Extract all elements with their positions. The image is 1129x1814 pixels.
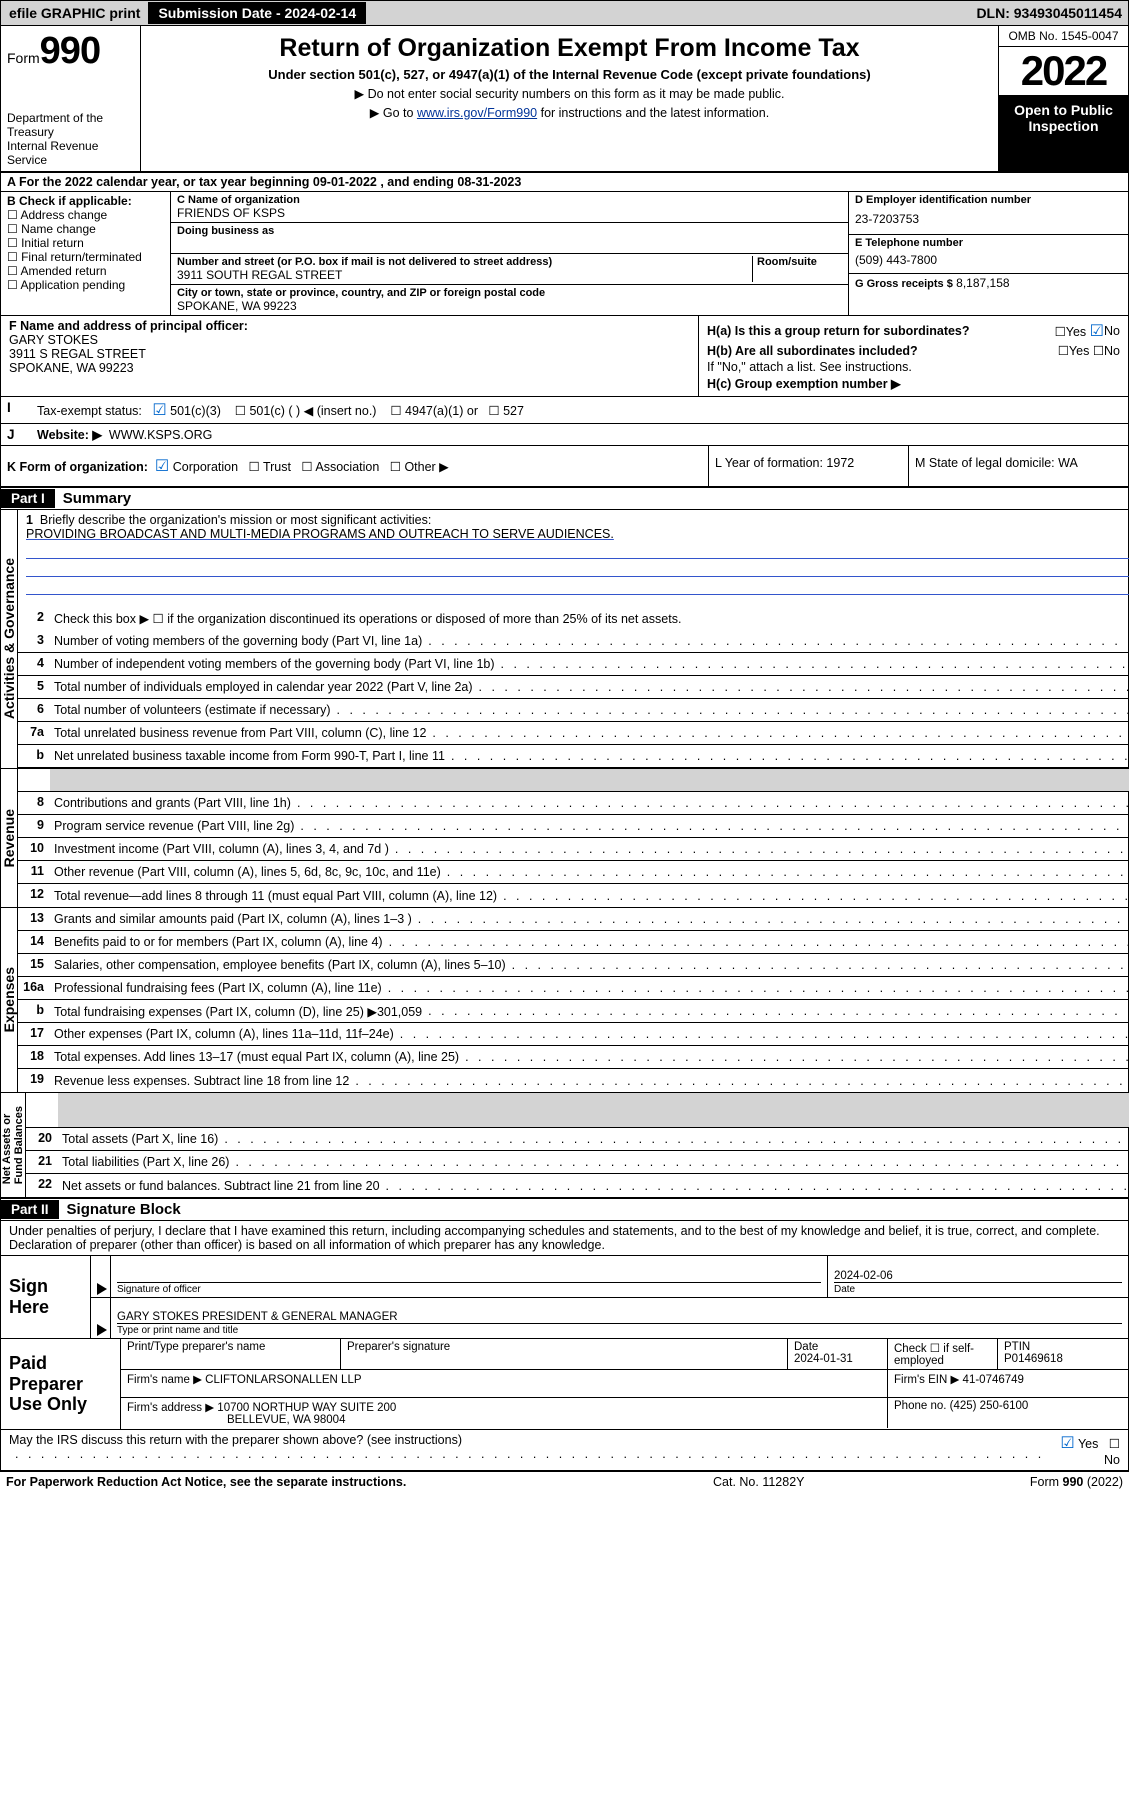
org-street: 3911 SOUTH REGAL STREET bbox=[177, 268, 752, 282]
mission-block: 1 Briefly describe the organization's mi… bbox=[18, 510, 1129, 607]
paid-preparer-block: Paid Preparer Use Only Print/Type prepar… bbox=[0, 1339, 1129, 1430]
sig-officer-label: Signature of officer bbox=[117, 1282, 821, 1295]
ptin: P01469618 bbox=[1004, 1353, 1063, 1365]
chk-initial-return[interactable]: Initial return bbox=[7, 236, 164, 250]
page-footer: For Paperwork Reduction Act Notice, see … bbox=[0, 1470, 1129, 1492]
vtab-revenue: Revenue bbox=[1, 809, 17, 867]
irs-discuss-row: May the IRS discuss this return with the… bbox=[0, 1430, 1129, 1470]
dept-treasury: Department of the Treasury Internal Reve… bbox=[7, 111, 134, 167]
chk-app-pending[interactable]: Application pending bbox=[7, 278, 164, 292]
mission-text: PROVIDING BROADCAST AND MULTI-MEDIA PROG… bbox=[26, 527, 614, 541]
part2-header: Part II Signature Block bbox=[0, 1199, 1129, 1221]
preparer-date: 2024-01-31 bbox=[794, 1353, 853, 1365]
q2-text: Check this box ▶ ☐ if the organization d… bbox=[50, 607, 1129, 630]
section-d: D Employer identification number 23-7203… bbox=[848, 192, 1128, 315]
irs-link[interactable]: www.irs.gov/Form990 bbox=[417, 106, 537, 120]
expenses-section: Expenses 13 Grants and similar amounts p… bbox=[0, 908, 1129, 1092]
sign-date: 2024-02-06 bbox=[834, 1270, 1122, 1282]
efile-topbar: efile GRAPHIC print Submission Date - 20… bbox=[0, 0, 1129, 26]
row-i: I Tax-exempt status: ☑ 501(c)(3) ☐ 501(c… bbox=[0, 397, 1129, 424]
dln: DLN: 93493045011454 bbox=[976, 5, 1128, 21]
hc-label: H(c) Group exemption number ▶ bbox=[707, 376, 901, 391]
efile-label: efile GRAPHIC print bbox=[1, 5, 148, 21]
officer-city: SPOKANE, WA 99223 bbox=[9, 361, 134, 375]
tax-year: 2022 bbox=[999, 47, 1128, 96]
firm-address: 10700 NORTHUP WAY SUITE 200 bbox=[217, 1402, 396, 1414]
year-formation: L Year of formation: 1972 bbox=[708, 446, 908, 486]
sign-arrow-icon-2 bbox=[97, 1324, 107, 1336]
gross-receipts: 8,187,158 bbox=[956, 276, 1009, 290]
firm-ein: 41-0746749 bbox=[963, 1374, 1024, 1386]
section-fh: F Name and address of principal officer:… bbox=[0, 316, 1129, 397]
hb-yes[interactable]: ☐Yes bbox=[1058, 343, 1090, 358]
org-name: FRIENDS OF KSPS bbox=[177, 206, 842, 220]
calendar-year-row: A For the 2022 calendar year, or tax yea… bbox=[0, 173, 1129, 192]
form-note-ssn: ▶ Do not enter social security numbers o… bbox=[149, 86, 990, 101]
chk-address-change[interactable]: Address change bbox=[7, 208, 164, 222]
irs-discuss-yes[interactable]: ☑ bbox=[1060, 1435, 1074, 1452]
form-subtitle: Under section 501(c), 527, or 4947(a)(1)… bbox=[149, 67, 990, 82]
chk-final-return[interactable]: Final return/terminated bbox=[7, 250, 164, 264]
sign-here-block: Sign Here Signature of officer 2024-02-0… bbox=[0, 1256, 1129, 1339]
org-city: SPOKANE, WA 99223 bbox=[177, 299, 842, 313]
form-title: Return of Organization Exempt From Incom… bbox=[149, 34, 990, 63]
section-b: B Check if applicable: Address change Na… bbox=[1, 192, 171, 315]
hb-no[interactable]: ☐No bbox=[1093, 343, 1120, 358]
vtab-net-assets: Net Assets orFund Balances bbox=[1, 1106, 25, 1184]
chk-501c3[interactable]: ☑ bbox=[152, 402, 166, 419]
room-suite-label: Room/suite bbox=[757, 256, 842, 268]
section-c: C Name of organization FRIENDS OF KSPS D… bbox=[171, 192, 848, 315]
paperwork-notice: For Paperwork Reduction Act Notice, see … bbox=[6, 1475, 713, 1489]
dba-label: Doing business as bbox=[177, 225, 842, 237]
self-employed-check[interactable]: Check ☐ if self-employed bbox=[888, 1339, 998, 1369]
officer-name: GARY STOKES bbox=[9, 333, 98, 347]
part1-header: Part I Summary bbox=[0, 488, 1129, 510]
revenue-section: Revenue Prior Year Current Year 8 Contri… bbox=[0, 769, 1129, 907]
officer-street: 3911 S REGAL STREET bbox=[9, 347, 146, 361]
vtab-expenses: Expenses bbox=[1, 967, 17, 1032]
preparer-sig-label: Preparer's signature bbox=[341, 1339, 788, 1369]
net-assets-section: Net Assets orFund Balances Beginning of … bbox=[0, 1093, 1129, 1199]
chk-corporation[interactable]: ☑ bbox=[155, 458, 169, 475]
website[interactable]: WWW.KSPS.ORG bbox=[109, 428, 212, 442]
chk-amended[interactable]: Amended return bbox=[7, 264, 164, 278]
ein: 23-7203753 bbox=[855, 206, 1122, 232]
officer-print-name: GARY STOKES PRESIDENT & GENERAL MANAGER bbox=[117, 1311, 1122, 1323]
form-header: Form990 Department of the Treasury Inter… bbox=[0, 26, 1129, 171]
vtab-activities: Activities & Governance bbox=[1, 558, 17, 719]
state-domicile: M State of legal domicile: WA bbox=[908, 446, 1128, 486]
row-klm: K Form of organization: ☑ Corporation ☐ … bbox=[0, 446, 1129, 488]
activities-governance: Activities & Governance 1 Briefly descri… bbox=[0, 510, 1129, 768]
section-bcd: B Check if applicable: Address change Na… bbox=[0, 192, 1129, 316]
firm-city: BELLEVUE, WA 98004 bbox=[127, 1414, 345, 1426]
form-ref: Form 990 (2022) bbox=[963, 1475, 1123, 1489]
preparer-name-label: Print/Type preparer's name bbox=[121, 1339, 341, 1369]
firm-name: CLIFTONLARSONALLEN LLP bbox=[205, 1374, 361, 1386]
sign-arrow-icon bbox=[97, 1283, 107, 1295]
open-to-public: Open to Public Inspection bbox=[999, 96, 1128, 171]
ha-yes[interactable]: ☐Yes bbox=[1055, 324, 1087, 339]
form-number: Form990 bbox=[7, 30, 134, 73]
ha-no[interactable]: ☑ bbox=[1090, 321, 1104, 341]
perjury-declaration: Under penalties of perjury, I declare th… bbox=[0, 1221, 1129, 1256]
chk-name-change[interactable]: Name change bbox=[7, 222, 164, 236]
submission-date: Submission Date - 2024-02-14 bbox=[148, 2, 366, 24]
row-j: J Website: ▶ WWW.KSPS.ORG bbox=[0, 424, 1129, 446]
form-note-link: ▶ Go to www.irs.gov/Form990 for instruct… bbox=[149, 105, 990, 120]
omb-number: OMB No. 1545-0047 bbox=[999, 26, 1128, 47]
firm-phone: (425) 250-6100 bbox=[950, 1400, 1029, 1412]
cat-no: Cat. No. 11282Y bbox=[713, 1475, 963, 1489]
phone: (509) 443-7800 bbox=[855, 249, 1122, 271]
